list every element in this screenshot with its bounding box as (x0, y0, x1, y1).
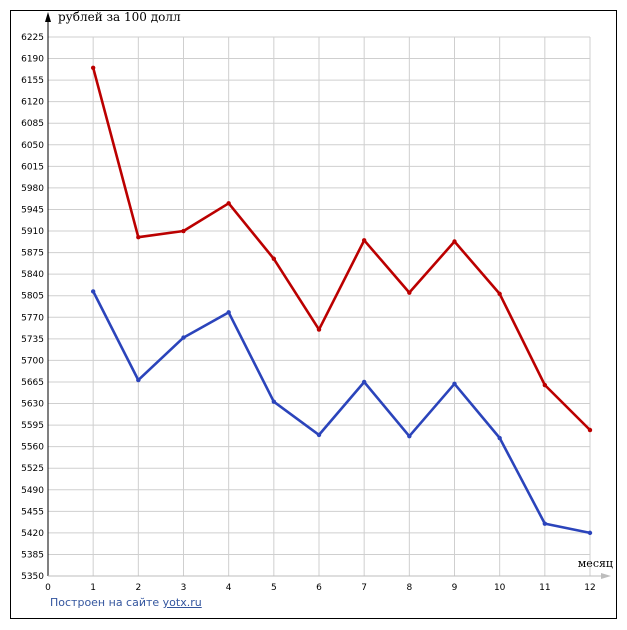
y-tick-label: 6190 (21, 55, 44, 65)
y-tick-label: 5980 (21, 184, 44, 194)
y-tick-label: 5840 (21, 270, 44, 280)
data-point-1 (542, 382, 548, 388)
data-point-1 (587, 427, 593, 433)
x-tick-label: 11 (539, 583, 550, 593)
series-line-2 (91, 290, 592, 535)
data-point-2 (497, 435, 502, 441)
y-tick-label: 5770 (21, 313, 44, 323)
data-point-2 (316, 432, 322, 438)
x-axis-label: месяц (578, 557, 613, 570)
x-tick-label: 6 (316, 583, 322, 593)
x-axis-arrow (601, 573, 611, 579)
y-axis-arrow (45, 12, 51, 22)
y-tick-label: 5910 (21, 227, 44, 237)
x-tick-label: 1 (90, 583, 96, 593)
y-tick-label: 5665 (21, 378, 44, 388)
x-tick-label: 8 (406, 583, 412, 593)
data-point-1 (90, 65, 96, 71)
site-credit: Построен на сайте yotx.ru (50, 596, 202, 609)
data-point-1 (407, 290, 412, 295)
data-point-1 (136, 235, 141, 240)
y-tick-label: 5490 (21, 486, 44, 496)
data-point-1 (226, 201, 231, 206)
data-point-1 (181, 228, 186, 234)
y-tick-label: 5735 (21, 335, 44, 345)
chart-frame (10, 10, 617, 619)
x-tick-label: 2 (135, 583, 141, 593)
data-point-2 (542, 521, 548, 526)
data-series (90, 65, 593, 536)
x-tick-label: 5 (271, 583, 277, 593)
y-axis-label: рублей за 100 долл (58, 10, 181, 24)
data-point-1 (497, 291, 502, 297)
data-point-2 (90, 289, 96, 294)
y-tick-label: 5560 (21, 443, 44, 453)
y-tick-label: 5875 (21, 249, 44, 259)
y-tick-label: 5945 (21, 205, 44, 215)
data-point-1 (316, 327, 322, 332)
y-tick-label: 6225 (21, 33, 44, 43)
y-tick-label: 5525 (21, 464, 44, 474)
data-point-1 (271, 256, 277, 261)
data-point-2 (407, 433, 412, 439)
grid (48, 36, 591, 576)
x-tick-label: 12 (584, 583, 595, 593)
credit-text: Построен на сайте (50, 596, 160, 609)
y-tick-label: 6015 (21, 162, 44, 172)
y-tick-label: 6120 (21, 98, 44, 108)
data-point-2 (452, 381, 457, 387)
y-tick-label: 5385 (21, 550, 44, 560)
tick-labels: 5350538554205455549055255560559556305665… (21, 33, 596, 593)
y-tick-label: 6085 (21, 119, 44, 129)
x-tick-label: 10 (494, 583, 506, 593)
credit-link[interactable]: yotx.ru (162, 596, 202, 609)
y-tick-label: 6050 (21, 141, 44, 151)
data-point-1 (452, 239, 457, 244)
data-point-1 (361, 238, 367, 243)
x-tick-label: 0 (45, 583, 51, 593)
data-point-2 (136, 377, 141, 383)
data-point-2 (271, 399, 277, 404)
data-point-2 (361, 379, 367, 385)
y-tick-label: 5595 (21, 421, 44, 431)
x-tick-label: 3 (181, 583, 187, 593)
data-point-2 (226, 310, 231, 315)
y-tick-label: 5455 (21, 507, 44, 517)
y-tick-label: 5700 (21, 356, 44, 366)
y-tick-label: 5805 (21, 292, 44, 302)
x-tick-label: 7 (361, 583, 367, 593)
x-tick-label: 9 (452, 583, 458, 593)
y-tick-label: 5350 (21, 572, 44, 582)
y-tick-label: 5420 (21, 529, 44, 539)
axes (45, 12, 611, 579)
x-tick-label: 4 (226, 583, 232, 593)
data-point-2 (181, 335, 186, 340)
series-line-1 (91, 66, 592, 432)
y-tick-label: 6155 (21, 76, 44, 86)
y-tick-label: 5630 (21, 400, 44, 410)
data-point-2 (587, 530, 593, 536)
